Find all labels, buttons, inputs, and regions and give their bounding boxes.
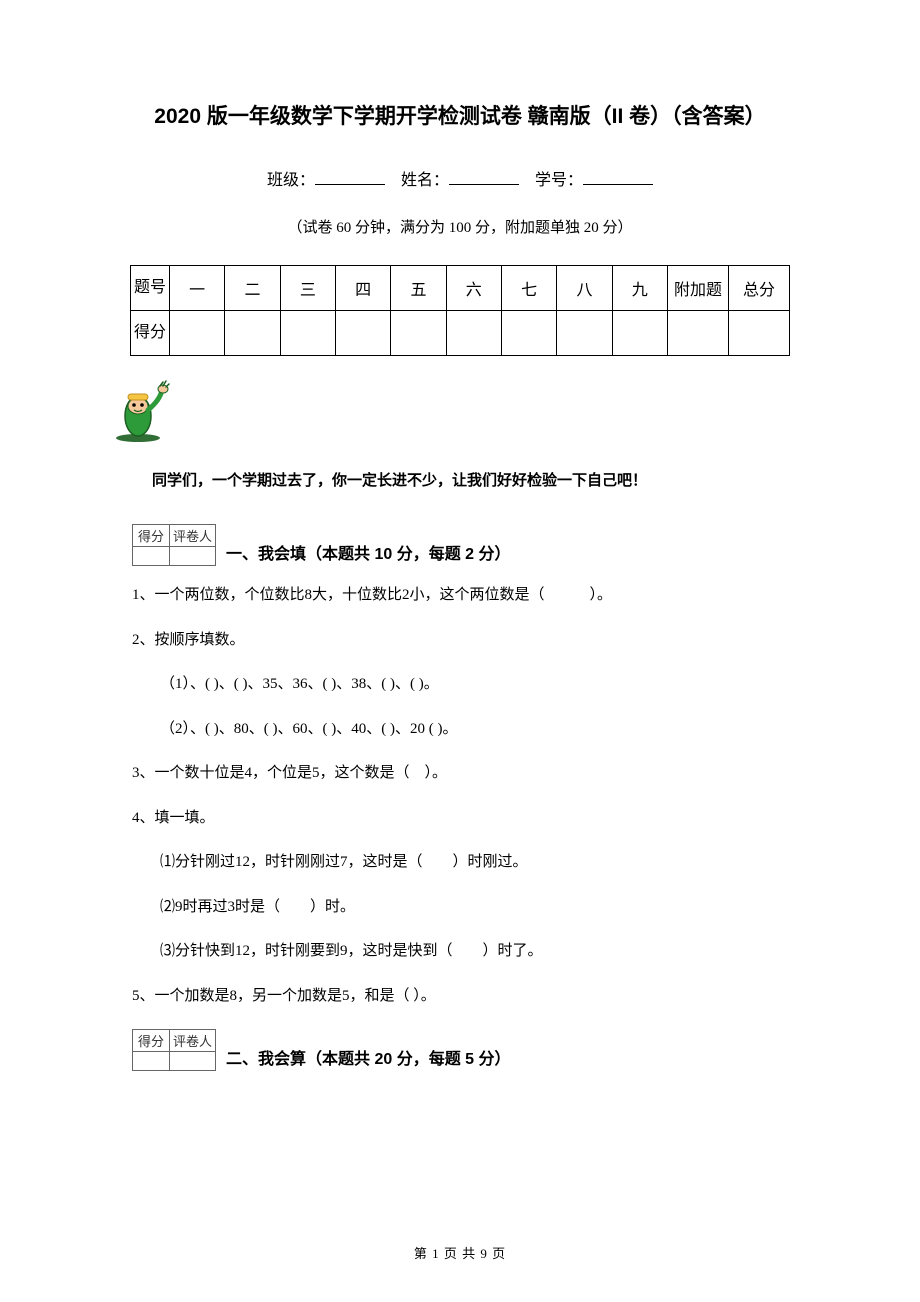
score-cell[interactable]: [612, 311, 667, 356]
name-blank[interactable]: [449, 168, 519, 185]
scorebox: 得分 评卷人: [132, 1029, 216, 1071]
score-cell[interactable]: [668, 311, 729, 356]
scorebox-grader-label: 评卷人: [170, 1030, 216, 1052]
score-table-header-row: 题号 一 二 三 四 五 六 七 八 九 附加题 总分: [131, 266, 790, 311]
score-cell[interactable]: [170, 311, 225, 356]
score-table-value-row: 得分: [131, 311, 790, 356]
score-cell[interactable]: [501, 311, 556, 356]
section-1: 得分 评卷人 一、我会填（本题共 10 分，每题 2 分） 1、一个两位数，个位…: [130, 524, 790, 1007]
question-1: 1、一个两位数，个位数比8大，十位数比2小，这个两位数是（ ）。: [132, 584, 790, 607]
question-4-2: ⑵9时再过3时是（ ）时。: [160, 896, 790, 919]
score-col: 总分: [729, 266, 790, 311]
exam-page: 2020 版一年级数学下学期开学检测试卷 赣南版（II 卷）（含答案） 班级： …: [0, 0, 920, 1302]
score-col: 三: [280, 266, 335, 311]
score-table: 题号 一 二 三 四 五 六 七 八 九 附加题 总分 得分: [130, 265, 790, 356]
score-cell[interactable]: [335, 311, 390, 356]
question-3: 3、一个数十位是4，个位是5，这个数是（ ）。: [132, 762, 790, 785]
id-blank[interactable]: [583, 168, 653, 185]
score-cell[interactable]: [446, 311, 501, 356]
question-2-2: （2）、( )、80、( )、60、( )、40、( )、20 ( )。: [160, 718, 790, 741]
scorebox: 得分 评卷人: [132, 524, 216, 566]
score-col: 一: [170, 266, 225, 311]
scorebox-score-label: 得分: [133, 525, 170, 547]
scorebox-grader-cell[interactable]: [170, 547, 216, 566]
score-cell[interactable]: [391, 311, 446, 356]
score-row-label-2: 得分: [131, 311, 170, 356]
section-2-head: 得分 评卷人 二、我会算（本题共 20 分，每题 5 分）: [130, 1029, 790, 1071]
exam-subinfo: （试卷 60 分钟，满分为 100 分，附加题单独 20 分）: [130, 216, 790, 237]
encourage-text: 同学们，一个学期过去了，你一定长进不少，让我们好好检验一下自己吧！: [152, 469, 790, 490]
scorebox-score-label: 得分: [133, 1030, 170, 1052]
score-col: 二: [225, 266, 280, 311]
class-label: 班级：: [267, 172, 315, 189]
question-4-3: ⑶分针快到12，时针刚要到9，这时是快到（ ）时了。: [160, 940, 790, 963]
score-cell[interactable]: [729, 311, 790, 356]
score-col: 九: [612, 266, 667, 311]
mascot-icon: [110, 376, 790, 451]
section-2-title: 二、我会算（本题共 20 分，每题 5 分）: [226, 1045, 510, 1071]
scorebox-grader-label: 评卷人: [170, 525, 216, 547]
question-5: 5、一个加数是8，另一个加数是5，和是（ ）。: [132, 985, 790, 1008]
section-1-title: 一、我会填（本题共 10 分，每题 2 分）: [226, 540, 510, 566]
score-cell[interactable]: [225, 311, 280, 356]
section-1-head: 得分 评卷人 一、我会填（本题共 10 分，每题 2 分）: [130, 524, 790, 566]
question-2-1: （1）、( )、( )、35、36、( )、38、( )、( )。: [160, 673, 790, 696]
score-col: 四: [335, 266, 390, 311]
student-info-line: 班级： 姓名： 学号：: [130, 166, 790, 190]
score-cell[interactable]: [557, 311, 612, 356]
class-blank[interactable]: [315, 168, 385, 185]
score-col: 五: [391, 266, 446, 311]
page-footer: 第 1 页 共 9 页: [0, 1243, 920, 1262]
score-row-label-1: 题号: [131, 266, 170, 311]
question-2: 2、按顺序填数。: [132, 629, 790, 652]
score-col: 八: [557, 266, 612, 311]
scorebox-grader-cell[interactable]: [170, 1052, 216, 1071]
score-col: 七: [501, 266, 556, 311]
scorebox-score-cell[interactable]: [133, 1052, 170, 1071]
scorebox-score-cell[interactable]: [133, 547, 170, 566]
score-col: 六: [446, 266, 501, 311]
question-4-1: ⑴分针刚过12，时针刚刚过7，这时是（ ）时刚过。: [160, 851, 790, 874]
score-col: 附加题: [668, 266, 729, 311]
id-label: 学号：: [535, 172, 583, 189]
section-2: 得分 评卷人 二、我会算（本题共 20 分，每题 5 分）: [130, 1029, 790, 1071]
score-cell[interactable]: [280, 311, 335, 356]
question-4: 4、填一填。: [132, 807, 790, 830]
page-title: 2020 版一年级数学下学期开学检测试卷 赣南版（II 卷）（含答案）: [130, 100, 790, 130]
name-label: 姓名：: [401, 172, 449, 189]
